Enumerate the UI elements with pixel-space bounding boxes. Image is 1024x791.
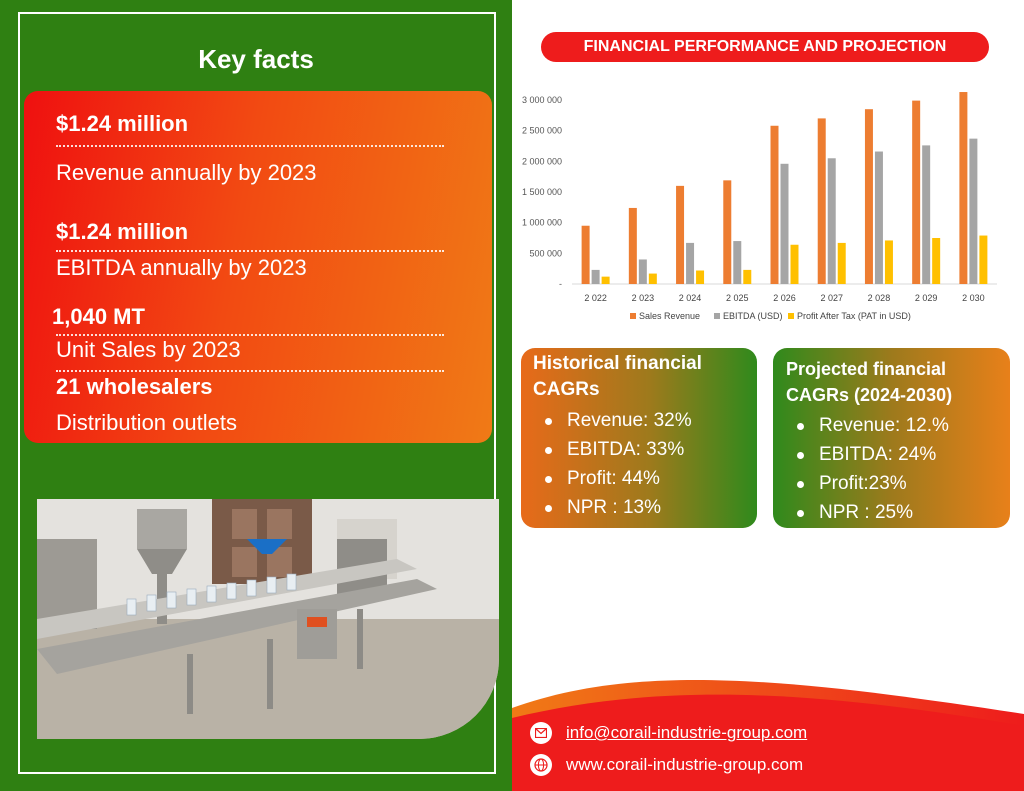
list-item: NPR : 13% bbox=[539, 493, 692, 522]
divider bbox=[56, 250, 444, 252]
bar-profit-after-tax-pat-in-usd- bbox=[932, 238, 941, 284]
list-item: EBITDA: 24% bbox=[791, 440, 949, 469]
x-tick-label: 2 024 bbox=[679, 293, 702, 303]
historical-cagr-card: Historical financial CAGRs Revenue: 32% … bbox=[521, 348, 757, 528]
bar-ebitda-usd- bbox=[591, 269, 600, 284]
white-frame bbox=[18, 12, 496, 774]
bar-ebitda-usd- bbox=[969, 138, 978, 284]
bar-profit-after-tax-pat-in-usd- bbox=[601, 276, 610, 284]
y-tick-label: 1 500 000 bbox=[522, 187, 562, 197]
fact-label-units: Unit Sales by 2023 bbox=[56, 337, 241, 362]
bar-profit-after-tax-pat-in-usd- bbox=[979, 235, 988, 284]
list-item: Revenue: 32% bbox=[539, 406, 692, 435]
fact-label-outlets: Distribution outlets bbox=[56, 410, 237, 435]
legend-swatch bbox=[788, 313, 794, 319]
bar-ebitda-usd- bbox=[733, 241, 742, 284]
legend-label: EBITDA (USD) bbox=[723, 311, 783, 321]
y-tick-label: 2 000 000 bbox=[522, 156, 562, 166]
divider bbox=[56, 334, 444, 336]
bar-profit-after-tax-pat-in-usd- bbox=[837, 242, 846, 284]
fact-label-revenue: Revenue annually by 2023 bbox=[56, 160, 317, 185]
fact-value-revenue: $1.24 million bbox=[56, 111, 189, 136]
projected-cagr-title-line1: Projected financial bbox=[786, 359, 947, 379]
historical-cagr-title-line1: Historical financial bbox=[533, 353, 702, 374]
bar-profit-after-tax-pat-in-usd- bbox=[743, 269, 752, 284]
fact-value-ebitda: $1.24 million bbox=[56, 219, 189, 244]
bar-profit-after-tax-pat-in-usd- bbox=[884, 240, 893, 284]
bar-ebitda-usd- bbox=[686, 242, 695, 284]
y-tick-label: 1 000 000 bbox=[522, 218, 562, 228]
bar-ebitda-usd- bbox=[827, 158, 836, 284]
historical-cagr-list: Revenue: 32% EBITDA: 33% Profit: 44% NPR… bbox=[539, 406, 692, 522]
website-link[interactable]: www.corail-industrie-group.com bbox=[566, 755, 804, 774]
key-facts-card bbox=[24, 91, 492, 443]
projected-cagr-list: Revenue: 12.% EBITDA: 24% Profit:23% NPR… bbox=[791, 411, 949, 527]
bar-sales-revenue bbox=[723, 180, 732, 284]
y-tick-label: 3 000 000 bbox=[522, 95, 562, 105]
financial-banner: FINANCIAL PERFORMANCE AND PROJECTION bbox=[541, 32, 989, 62]
projected-cagr-card: Projected financial CAGRs (2024-2030) Re… bbox=[773, 348, 1010, 528]
key-facts-title: Key facts bbox=[198, 44, 314, 74]
divider bbox=[56, 145, 444, 147]
y-tick-label: 500 000 bbox=[529, 248, 562, 258]
fact-label-ebitda: EBITDA annually by 2023 bbox=[56, 255, 307, 280]
x-tick-label: 2 022 bbox=[584, 293, 607, 303]
list-item: Profit:23% bbox=[791, 469, 949, 498]
list-item: EBITDA: 33% bbox=[539, 435, 692, 464]
globe-icon bbox=[530, 754, 552, 776]
bar-ebitda-usd- bbox=[922, 145, 931, 284]
bar-sales-revenue bbox=[770, 125, 779, 284]
projected-cagr-title-line2: CAGRs (2024-2030) bbox=[786, 385, 953, 405]
bar-sales-revenue bbox=[817, 118, 826, 285]
x-tick-label: 2 027 bbox=[820, 293, 843, 303]
historical-cagr-title-line2: CAGRs bbox=[533, 379, 600, 400]
legend-swatch bbox=[714, 313, 720, 319]
bar-profit-after-tax-pat-in-usd- bbox=[696, 270, 705, 284]
email-row: info@corail-industrie-group.com bbox=[530, 722, 807, 744]
x-tick-label: 2 030 bbox=[962, 293, 985, 303]
factory-photo bbox=[37, 499, 499, 739]
list-item: NPR : 25% bbox=[791, 498, 949, 527]
email-icon bbox=[530, 722, 552, 744]
list-item: Revenue: 12.% bbox=[791, 411, 949, 440]
footer-wave bbox=[512, 679, 1024, 791]
bar-ebitda-usd- bbox=[874, 151, 883, 284]
x-tick-label: 2 025 bbox=[726, 293, 749, 303]
email-link[interactable]: info@corail-industrie-group.com bbox=[566, 723, 808, 742]
x-tick-label: 2 028 bbox=[868, 293, 891, 303]
y-tick-label: 2 500 000 bbox=[522, 126, 562, 136]
x-tick-label: 2 023 bbox=[632, 293, 655, 303]
legend-label: Sales Revenue bbox=[639, 311, 700, 321]
bar-sales-revenue bbox=[959, 92, 968, 284]
financial-bar-chart: - 500 000 1 000 000 1 500 000 2 000 000 2 500… bbox=[522, 92, 997, 321]
fact-value-units: 1,040 MT bbox=[52, 304, 145, 329]
legend-label: Profit After Tax (PAT in USD) bbox=[797, 311, 911, 321]
fact-value-wholesalers: 21 wholesalers bbox=[56, 374, 213, 399]
legend-swatch bbox=[630, 313, 636, 319]
list-item: Profit: 44% bbox=[539, 464, 692, 493]
bar-sales-revenue bbox=[912, 100, 921, 284]
divider bbox=[56, 370, 444, 372]
website-row: www.corail-industrie-group.com bbox=[530, 754, 803, 776]
bar-ebitda-usd- bbox=[780, 163, 789, 284]
bar-sales-revenue bbox=[628, 207, 637, 284]
x-tick-label: 2 029 bbox=[915, 293, 938, 303]
bar-sales-revenue bbox=[676, 185, 685, 284]
bar-sales-revenue bbox=[581, 225, 590, 284]
bar-profit-after-tax-pat-in-usd- bbox=[790, 244, 799, 284]
y-tick-label: - bbox=[559, 279, 562, 289]
x-tick-label: 2 026 bbox=[773, 293, 796, 303]
bar-ebitda-usd- bbox=[638, 259, 647, 284]
bar-sales-revenue bbox=[864, 109, 873, 284]
bar-profit-after-tax-pat-in-usd- bbox=[648, 273, 657, 284]
